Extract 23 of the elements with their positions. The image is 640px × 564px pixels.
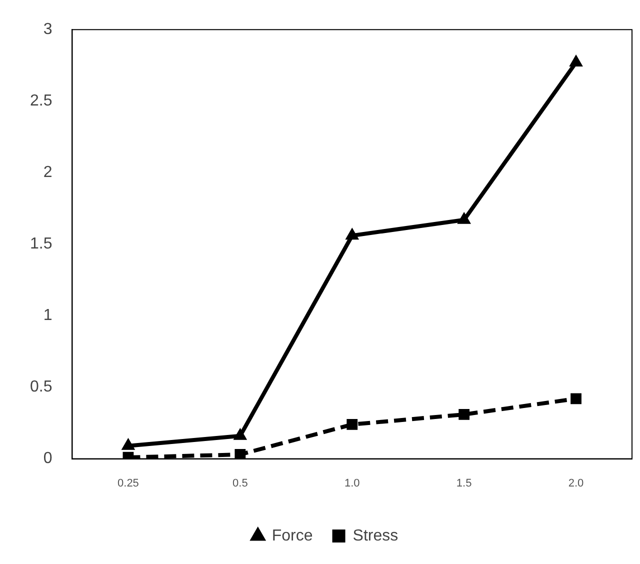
y-tick-label: 1.5 bbox=[30, 236, 52, 253]
point bbox=[458, 409, 470, 420]
legend-label: Force bbox=[272, 527, 313, 544]
point bbox=[569, 55, 583, 67]
point bbox=[346, 419, 358, 430]
x-tick-label: 1.5 bbox=[456, 477, 472, 490]
y-tick-label: 1 bbox=[43, 307, 52, 324]
x-tick-label: 0.25 bbox=[118, 477, 139, 490]
y-tick-label: 2 bbox=[43, 164, 52, 182]
point bbox=[570, 393, 582, 404]
y-tick-label: 0.5 bbox=[30, 378, 52, 396]
y-tick-label: 0 bbox=[43, 450, 52, 468]
y-tick-label: 3 bbox=[43, 21, 52, 38]
point bbox=[346, 228, 359, 240]
legend-label: Stress bbox=[352, 527, 398, 544]
x-tick-label: 1.0 bbox=[344, 477, 360, 490]
point bbox=[234, 428, 247, 440]
y-tick-label: 2.5 bbox=[30, 92, 52, 110]
x-tick-label: 0.5 bbox=[232, 477, 248, 490]
point bbox=[234, 449, 246, 459]
point bbox=[122, 438, 135, 450]
point bbox=[458, 212, 471, 224]
x-tick-label: 2.0 bbox=[568, 477, 584, 490]
